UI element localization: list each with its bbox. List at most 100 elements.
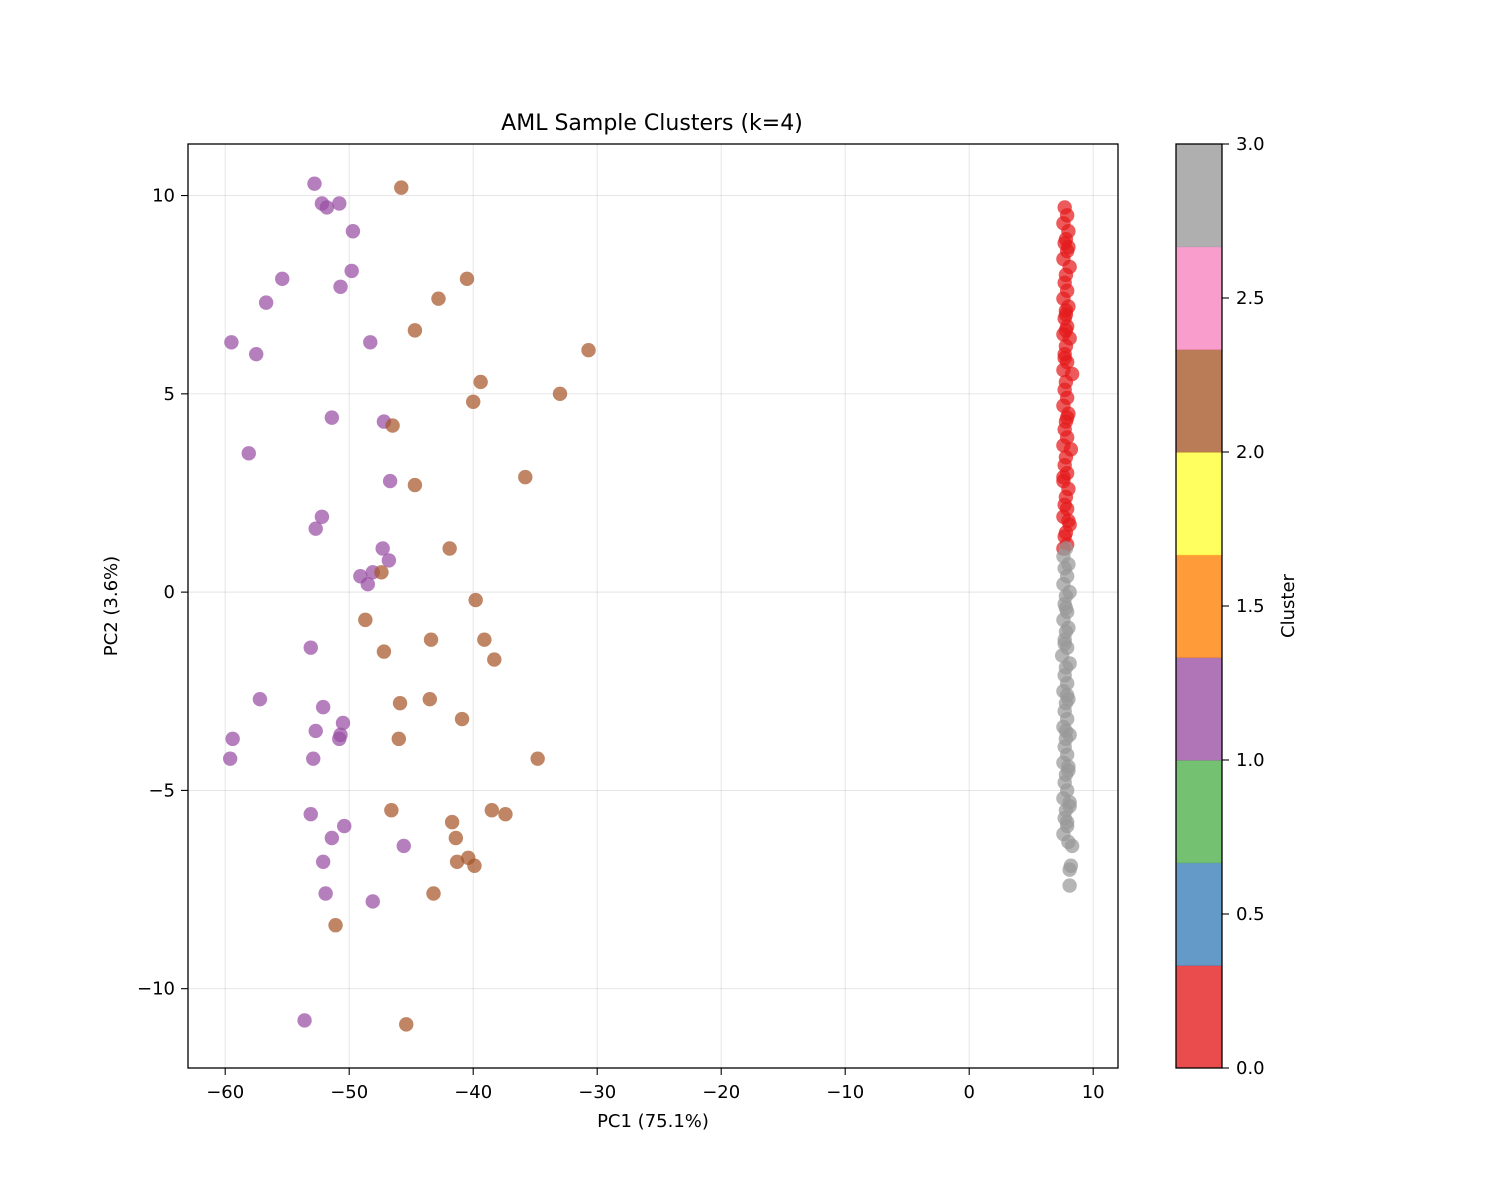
scatter-point xyxy=(442,541,457,556)
scatter-point xyxy=(1062,795,1077,810)
scatter-point xyxy=(224,335,239,350)
colorbar-band xyxy=(1176,452,1222,556)
x-tick-label: −40 xyxy=(454,1082,492,1103)
scatter-point xyxy=(307,176,322,191)
y-tick-label: 0 xyxy=(164,582,175,603)
scatter-point xyxy=(324,410,340,425)
scatter-point xyxy=(328,918,343,933)
scatter-point xyxy=(303,640,318,655)
scatter-point xyxy=(384,803,399,818)
colorbar-tick-label: 3.0 xyxy=(1236,134,1265,155)
scatter-point xyxy=(324,830,340,846)
scatter-point xyxy=(1061,513,1076,528)
scatter-point xyxy=(374,565,389,580)
scatter-point xyxy=(1061,759,1076,774)
scatter-point xyxy=(297,1013,312,1028)
y-axis-ticks: −10 −5 0 5 10 xyxy=(137,186,188,1000)
scatter-point xyxy=(315,854,331,869)
colorbar-tick-label: 1.0 xyxy=(1236,750,1265,771)
scatter-point xyxy=(275,271,290,287)
colorbar-tick-label: 0.5 xyxy=(1236,904,1265,925)
scatter-point xyxy=(392,695,408,711)
x-tick-label: −20 xyxy=(702,1082,740,1103)
cluster-1-points xyxy=(222,176,411,1028)
x-tick-label: −30 xyxy=(578,1082,616,1103)
scatter-point xyxy=(1064,838,1080,854)
scatter-point xyxy=(530,751,545,766)
scatter-point xyxy=(423,632,439,647)
scatter-point xyxy=(241,446,256,461)
scatter-point xyxy=(1058,303,1074,318)
scatter-point xyxy=(391,731,406,747)
scatter-point xyxy=(1059,410,1075,425)
scatter-point xyxy=(448,830,464,846)
colorbar-tick-label: 1.5 xyxy=(1236,596,1265,617)
scatter-point xyxy=(360,576,375,592)
scatter-point xyxy=(459,271,475,287)
scatter-point xyxy=(225,731,240,747)
scatter-point xyxy=(473,374,488,390)
scatter-point xyxy=(394,180,409,195)
colorbar-band xyxy=(1176,965,1222,1069)
scatter-point xyxy=(315,699,331,715)
scatter-point xyxy=(222,751,238,766)
scatter-point xyxy=(303,806,318,822)
scatter-point xyxy=(363,335,378,350)
scatter-point xyxy=(399,1017,414,1032)
chart-title: AML Sample Clusters (k=4) xyxy=(501,111,803,136)
scatter-point xyxy=(431,291,446,306)
x-axis-label: PC1 (75.1%) xyxy=(597,1111,709,1132)
scatter-point xyxy=(306,751,321,766)
scatter-point xyxy=(335,715,351,731)
scatter-point xyxy=(358,612,373,628)
x-tick-label: −60 xyxy=(206,1082,244,1103)
scatter-point xyxy=(337,818,352,834)
cluster-3-points xyxy=(1055,541,1080,893)
plot-background xyxy=(188,144,1118,1068)
plot-frame xyxy=(187,143,1119,1069)
scatter-point xyxy=(385,418,400,433)
scatter-point xyxy=(314,509,330,524)
scatter-point xyxy=(1057,350,1072,366)
y-axis-label: PC2 (3.6%) xyxy=(101,556,122,656)
scatter-point xyxy=(449,854,465,869)
scatter-point xyxy=(487,652,502,667)
scatter-point xyxy=(1062,878,1077,893)
colorbar-band xyxy=(1176,246,1222,350)
colorbar-band xyxy=(1176,862,1222,966)
scatter-point xyxy=(454,711,470,727)
scatter-point xyxy=(376,644,392,659)
scatter-point xyxy=(308,723,323,739)
scatter-point xyxy=(1058,723,1074,739)
colorbar-band xyxy=(1176,657,1222,761)
colorbar: 0.0 0.5 1.0 1.5 2.0 2.5 3.0 Cluster xyxy=(1175,134,1299,1079)
scatter-point xyxy=(332,731,347,747)
colorbar-band xyxy=(1176,554,1222,658)
scatter-point xyxy=(249,346,264,362)
x-tick-label: −50 xyxy=(330,1082,368,1103)
scatter-point xyxy=(396,838,411,854)
scatter-point xyxy=(344,263,359,279)
scatter-point xyxy=(382,473,398,489)
colorbar-tick-label: 0.0 xyxy=(1236,1058,1265,1079)
y-tick-label: −10 xyxy=(137,979,175,1000)
scatter-point xyxy=(581,343,596,358)
x-tick-label: −10 xyxy=(826,1082,864,1103)
scatter-point xyxy=(426,886,441,901)
scatter-point xyxy=(1063,858,1079,873)
colorbar-ticks: 0.0 0.5 1.0 1.5 2.0 2.5 3.0 xyxy=(1222,134,1265,1079)
y-tick-label: −5 xyxy=(148,780,175,801)
scatter-point xyxy=(1057,636,1072,651)
colorbar-tick-label: 2.5 xyxy=(1236,288,1265,309)
colorbar-label: Cluster xyxy=(1278,573,1299,637)
scatter-point xyxy=(467,858,482,873)
scatter-point xyxy=(498,806,513,822)
cluster-2-points xyxy=(328,180,596,1032)
colorbar-band xyxy=(1176,349,1222,453)
scatter-point xyxy=(407,323,423,338)
scatter-point xyxy=(477,632,492,647)
scatter-point xyxy=(466,394,481,409)
scatter-point xyxy=(1061,239,1076,255)
scatter-point xyxy=(484,803,499,818)
